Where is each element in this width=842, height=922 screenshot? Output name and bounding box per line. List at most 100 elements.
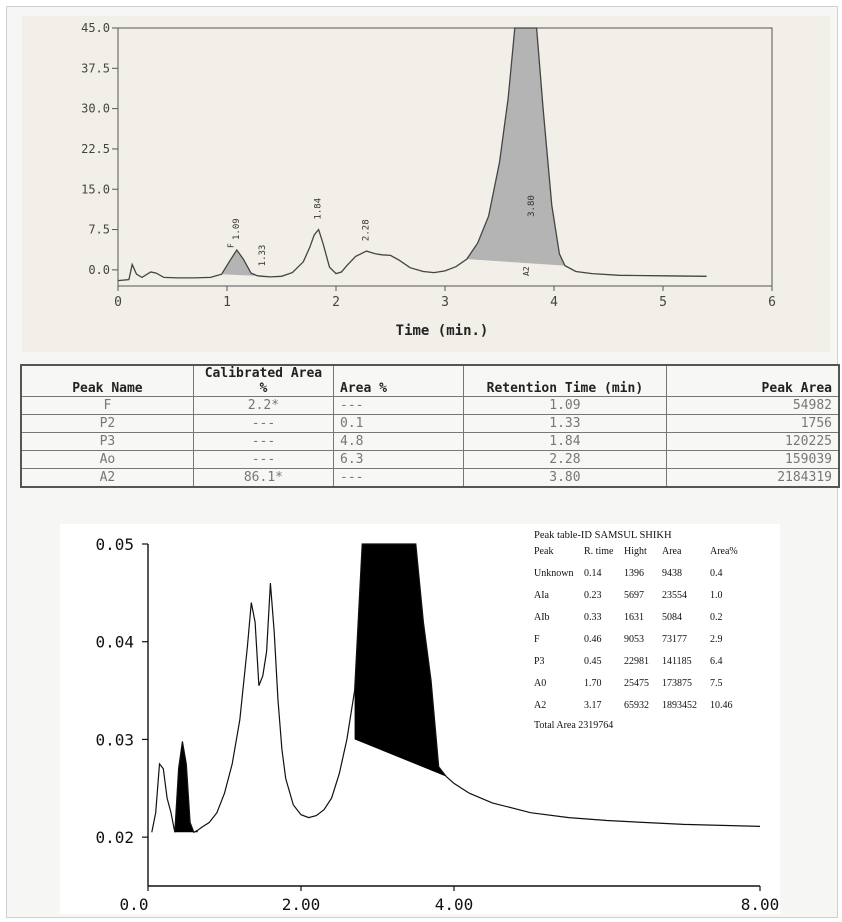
table-cell: Ao <box>20 450 194 469</box>
table-cell: --- <box>192 432 335 451</box>
header-calibrated-area: Calibrated Area % <box>192 364 335 397</box>
top-y-tick-label: 0.0 <box>88 263 110 277</box>
top-peak-name-label: A2 <box>522 266 531 276</box>
top-y-tick-label: 30.0 <box>81 102 110 116</box>
top-y-tick-label: 37.5 <box>81 61 110 75</box>
header-peak: Peak <box>534 546 554 557</box>
table-row: P2 --- 0.1 1.33 1756 <box>20 414 840 433</box>
table-cell: AIb <box>534 612 550 623</box>
header-hight: Hight <box>624 546 647 557</box>
bottom-y-tick-label: 0.03 <box>95 730 134 749</box>
table-cell: Unknown <box>534 568 574 579</box>
table-cell: 54982 <box>666 396 840 415</box>
top-x-tick-label: 4 <box>550 295 558 310</box>
header-area-pct: Area % <box>333 364 464 397</box>
table-cell: 159039 <box>666 450 840 469</box>
table-row: P3 --- 4.8 1.84 120225 <box>20 432 840 451</box>
table-cell: P3 <box>20 432 194 451</box>
table-cell: 173875 <box>662 678 692 689</box>
table-cell: P3 <box>534 656 545 667</box>
peak-table-calibrated: Peak Name Calibrated Area % Area % Reten… <box>20 364 840 488</box>
top-x-tick-label: 5 <box>659 295 667 310</box>
table-cell: 1631 <box>624 612 644 623</box>
table-cell: 0.1 <box>333 414 464 433</box>
bottom-x-tick-label: 8.00 <box>741 895 780 914</box>
bottom-chromatogram: 0.02 0.03 0.04 0.05 0.0 2.00 4.00 8.00 <box>60 524 780 914</box>
table-cell: 3.80 <box>462 468 668 488</box>
table-row: A2 3.17 65932 1893452 10.46 <box>534 700 742 722</box>
table-cell: 120225 <box>666 432 840 451</box>
header-area-pct: Area% <box>710 546 738 557</box>
table-cell: 25475 <box>624 678 649 689</box>
table-row: A0 1.70 25475 173875 7.5 <box>534 678 742 700</box>
table-row: AIa 0.23 5697 23554 1.0 <box>534 590 742 612</box>
header-r-time: R. time <box>584 546 614 557</box>
table-cell: 0.46 <box>584 634 602 645</box>
table-cell: 0.45 <box>584 656 602 667</box>
table-cell: 23554 <box>662 590 687 601</box>
header-retention-time: Retention Time (min) <box>462 364 668 397</box>
table-cell: 2.9 <box>710 634 723 645</box>
table-cell: 22981 <box>624 656 649 667</box>
table-cell: 10.46 <box>710 700 733 711</box>
table-cell: 65932 <box>624 700 649 711</box>
table-cell: --- <box>333 396 464 415</box>
table-cell: 1.70 <box>584 678 602 689</box>
top-x-tick-label: 3 <box>441 295 449 310</box>
table-row: AIb 0.33 1631 5084 0.2 <box>534 612 742 634</box>
top-peak-rt-label: 1.84 <box>314 198 324 220</box>
top-y-tick-label: 15.0 <box>81 182 110 196</box>
table-cell: 2.28 <box>462 450 668 469</box>
table-row: A2 86.1* --- 3.80 2184319 <box>20 468 840 488</box>
table-cell: 2.2* <box>192 396 335 415</box>
table-cell: 86.1* <box>192 468 335 488</box>
table-cell: 1396 <box>624 568 644 579</box>
table-cell: 6.4 <box>710 656 723 667</box>
top-chromatogram: 0.0 7.5 15.0 22.5 30.0 37.5 45.0 0 1 2 3 4 5 6 1.09 1… <box>22 16 830 352</box>
bottom-x-tick-label: 2.00 <box>282 895 321 914</box>
bottom-chromatogram-trace <box>151 543 761 834</box>
bottom-peak-fill-f <box>174 741 198 833</box>
table-cell: P2 <box>20 414 194 433</box>
top-x-tick-label: 6 <box>768 295 776 310</box>
table-cell: 2184319 <box>666 468 840 488</box>
table-cell: F <box>534 634 540 645</box>
table-cell: 0.33 <box>584 612 602 623</box>
top-x-tick-label: 2 <box>332 295 340 310</box>
table-cell: 1.0 <box>710 590 723 601</box>
header-peak-area: Peak Area <box>666 364 840 397</box>
peak-table-title: Peak table-ID SAMSUL SHIKH <box>534 530 672 541</box>
table-cell: 73177 <box>662 634 687 645</box>
table-cell: 6.3 <box>333 450 464 469</box>
top-y-tick-label: 22.5 <box>81 142 110 156</box>
table-cell: 0.23 <box>584 590 602 601</box>
table-cell: 1893452 <box>662 700 697 711</box>
table-cell: 9438 <box>662 568 682 579</box>
table-cell: 0.14 <box>584 568 602 579</box>
top-peak-rt-label: 3.80 <box>527 195 537 217</box>
table-cell: 0.4 <box>710 568 723 579</box>
table-cell: 3.17 <box>584 700 602 711</box>
peak-table-id: Peak table-ID SAMSUL SHIKH Peak R. time … <box>534 530 742 731</box>
bottom-x-tick-label: 0.0 <box>120 895 149 914</box>
bottom-x-tick-label: 4.00 <box>435 895 474 914</box>
table-cell: 141185 <box>662 656 692 667</box>
top-y-tick-label: 7.5 <box>88 223 110 237</box>
table-cell: A2 <box>20 468 194 488</box>
top-chart-background <box>22 16 830 352</box>
table-cell: 0.2 <box>710 612 723 623</box>
table-cell: 9053 <box>624 634 644 645</box>
table-cell: 5697 <box>624 590 644 601</box>
table-row: Unknown 0.14 1396 9438 0.4 <box>534 568 742 590</box>
table-row: Ao --- 6.3 2.28 159039 <box>20 450 840 469</box>
bottom-y-tick-label: 0.04 <box>95 633 134 652</box>
table-row: P3 0.45 22981 141185 6.4 <box>534 656 742 678</box>
top-peak-rt-label: 1.33 <box>258 245 268 267</box>
table-cell: 7.5 <box>710 678 723 689</box>
table-cell: --- <box>192 450 335 469</box>
top-x-axis-title: Time (min.) <box>396 323 489 339</box>
table-header-row: Peak Name Calibrated Area % Area % Reten… <box>20 364 840 397</box>
top-peak-fill-a2 <box>466 28 565 266</box>
bottom-y-tick-label: 0.02 <box>95 828 134 847</box>
header-peak-name: Peak Name <box>20 364 194 397</box>
